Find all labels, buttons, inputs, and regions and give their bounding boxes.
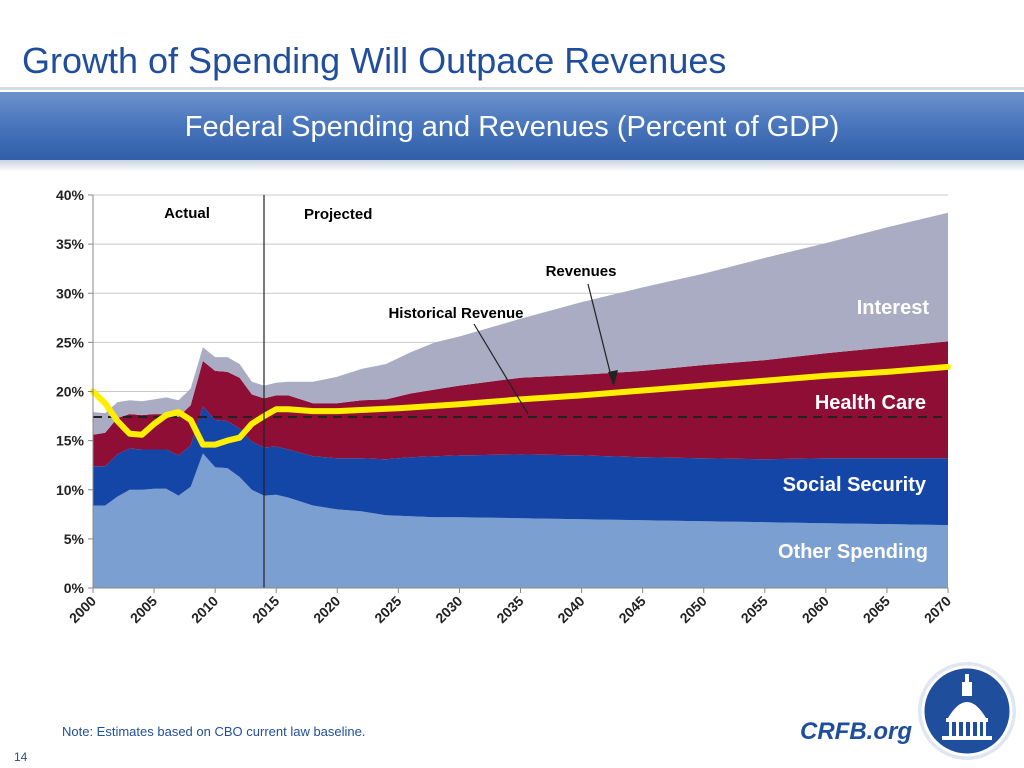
y-tick-label: 40% <box>56 187 85 203</box>
x-tick-label: 2025 <box>371 593 404 626</box>
x-tick-label: 2070 <box>921 593 954 626</box>
chart-overlays <box>90 195 951 588</box>
x-tick-label: 2010 <box>188 593 221 626</box>
title-divider <box>0 87 1024 90</box>
y-tick-label: 10% <box>56 482 85 498</box>
label-historical-revenue: Historical Revenue <box>388 305 523 322</box>
chart-banner <box>0 92 1024 160</box>
label-revenues: Revenues <box>546 263 617 280</box>
annotations: Actual Projected Revenues Historical Revenu… <box>164 205 929 563</box>
label-health-care: Health Care <box>815 392 926 414</box>
label-other-spending: Other Spending <box>778 541 928 563</box>
y-tick-label: 30% <box>56 285 85 301</box>
x-tick-label: 2065 <box>860 593 893 626</box>
page-title: Growth of Spending Will Outpace Revenues <box>22 40 727 81</box>
label-social-security: Social Security <box>783 474 927 496</box>
social-security-area <box>93 406 948 526</box>
x-tick-label: 2030 <box>432 593 465 626</box>
x-tick-label: 2060 <box>799 593 832 626</box>
revenues-leader-line <box>587 283 614 385</box>
x-tick-label: 2045 <box>615 593 648 626</box>
footnote: Note: Estimates based on CBO current law… <box>62 724 366 739</box>
y-tick-label: 20% <box>56 384 85 400</box>
interest-area <box>93 212 948 435</box>
y-tick-label: 5% <box>64 531 85 547</box>
x-tick-label: 2000 <box>66 593 99 626</box>
y-tick-label: 25% <box>56 334 85 350</box>
x-tick-label: 2055 <box>738 593 771 626</box>
x-tick-label: 2035 <box>493 593 526 626</box>
y-tick-label: 15% <box>56 433 85 449</box>
y-tick-label: 35% <box>56 236 85 252</box>
banner-shadow <box>0 160 1024 172</box>
label-interest: Interest <box>857 297 930 319</box>
page-number: 14 <box>14 750 28 764</box>
x-tick-label: 2015 <box>249 593 282 626</box>
chart-title: Federal Spending and Revenues (Percent o… <box>184 111 840 143</box>
y-tick-label: 0% <box>64 580 85 596</box>
revenues-arrowhead <box>608 370 618 386</box>
stacked-areas <box>93 212 948 588</box>
other-spending-area <box>93 453 948 588</box>
label-actual: Actual <box>164 205 210 222</box>
capitol-dome-seal-icon <box>918 662 1016 760</box>
x-tick-label: 2020 <box>310 593 343 626</box>
x-tick-label: 2005 <box>127 593 160 626</box>
x-tick-label: 2040 <box>554 593 587 626</box>
historical-revenue-leader-line <box>473 323 529 415</box>
health-care-area <box>93 341 948 467</box>
brand-link[interactable]: CRFB.org <box>800 718 912 745</box>
x-tick-label: 2050 <box>676 593 709 626</box>
label-projected: Projected <box>304 206 372 223</box>
